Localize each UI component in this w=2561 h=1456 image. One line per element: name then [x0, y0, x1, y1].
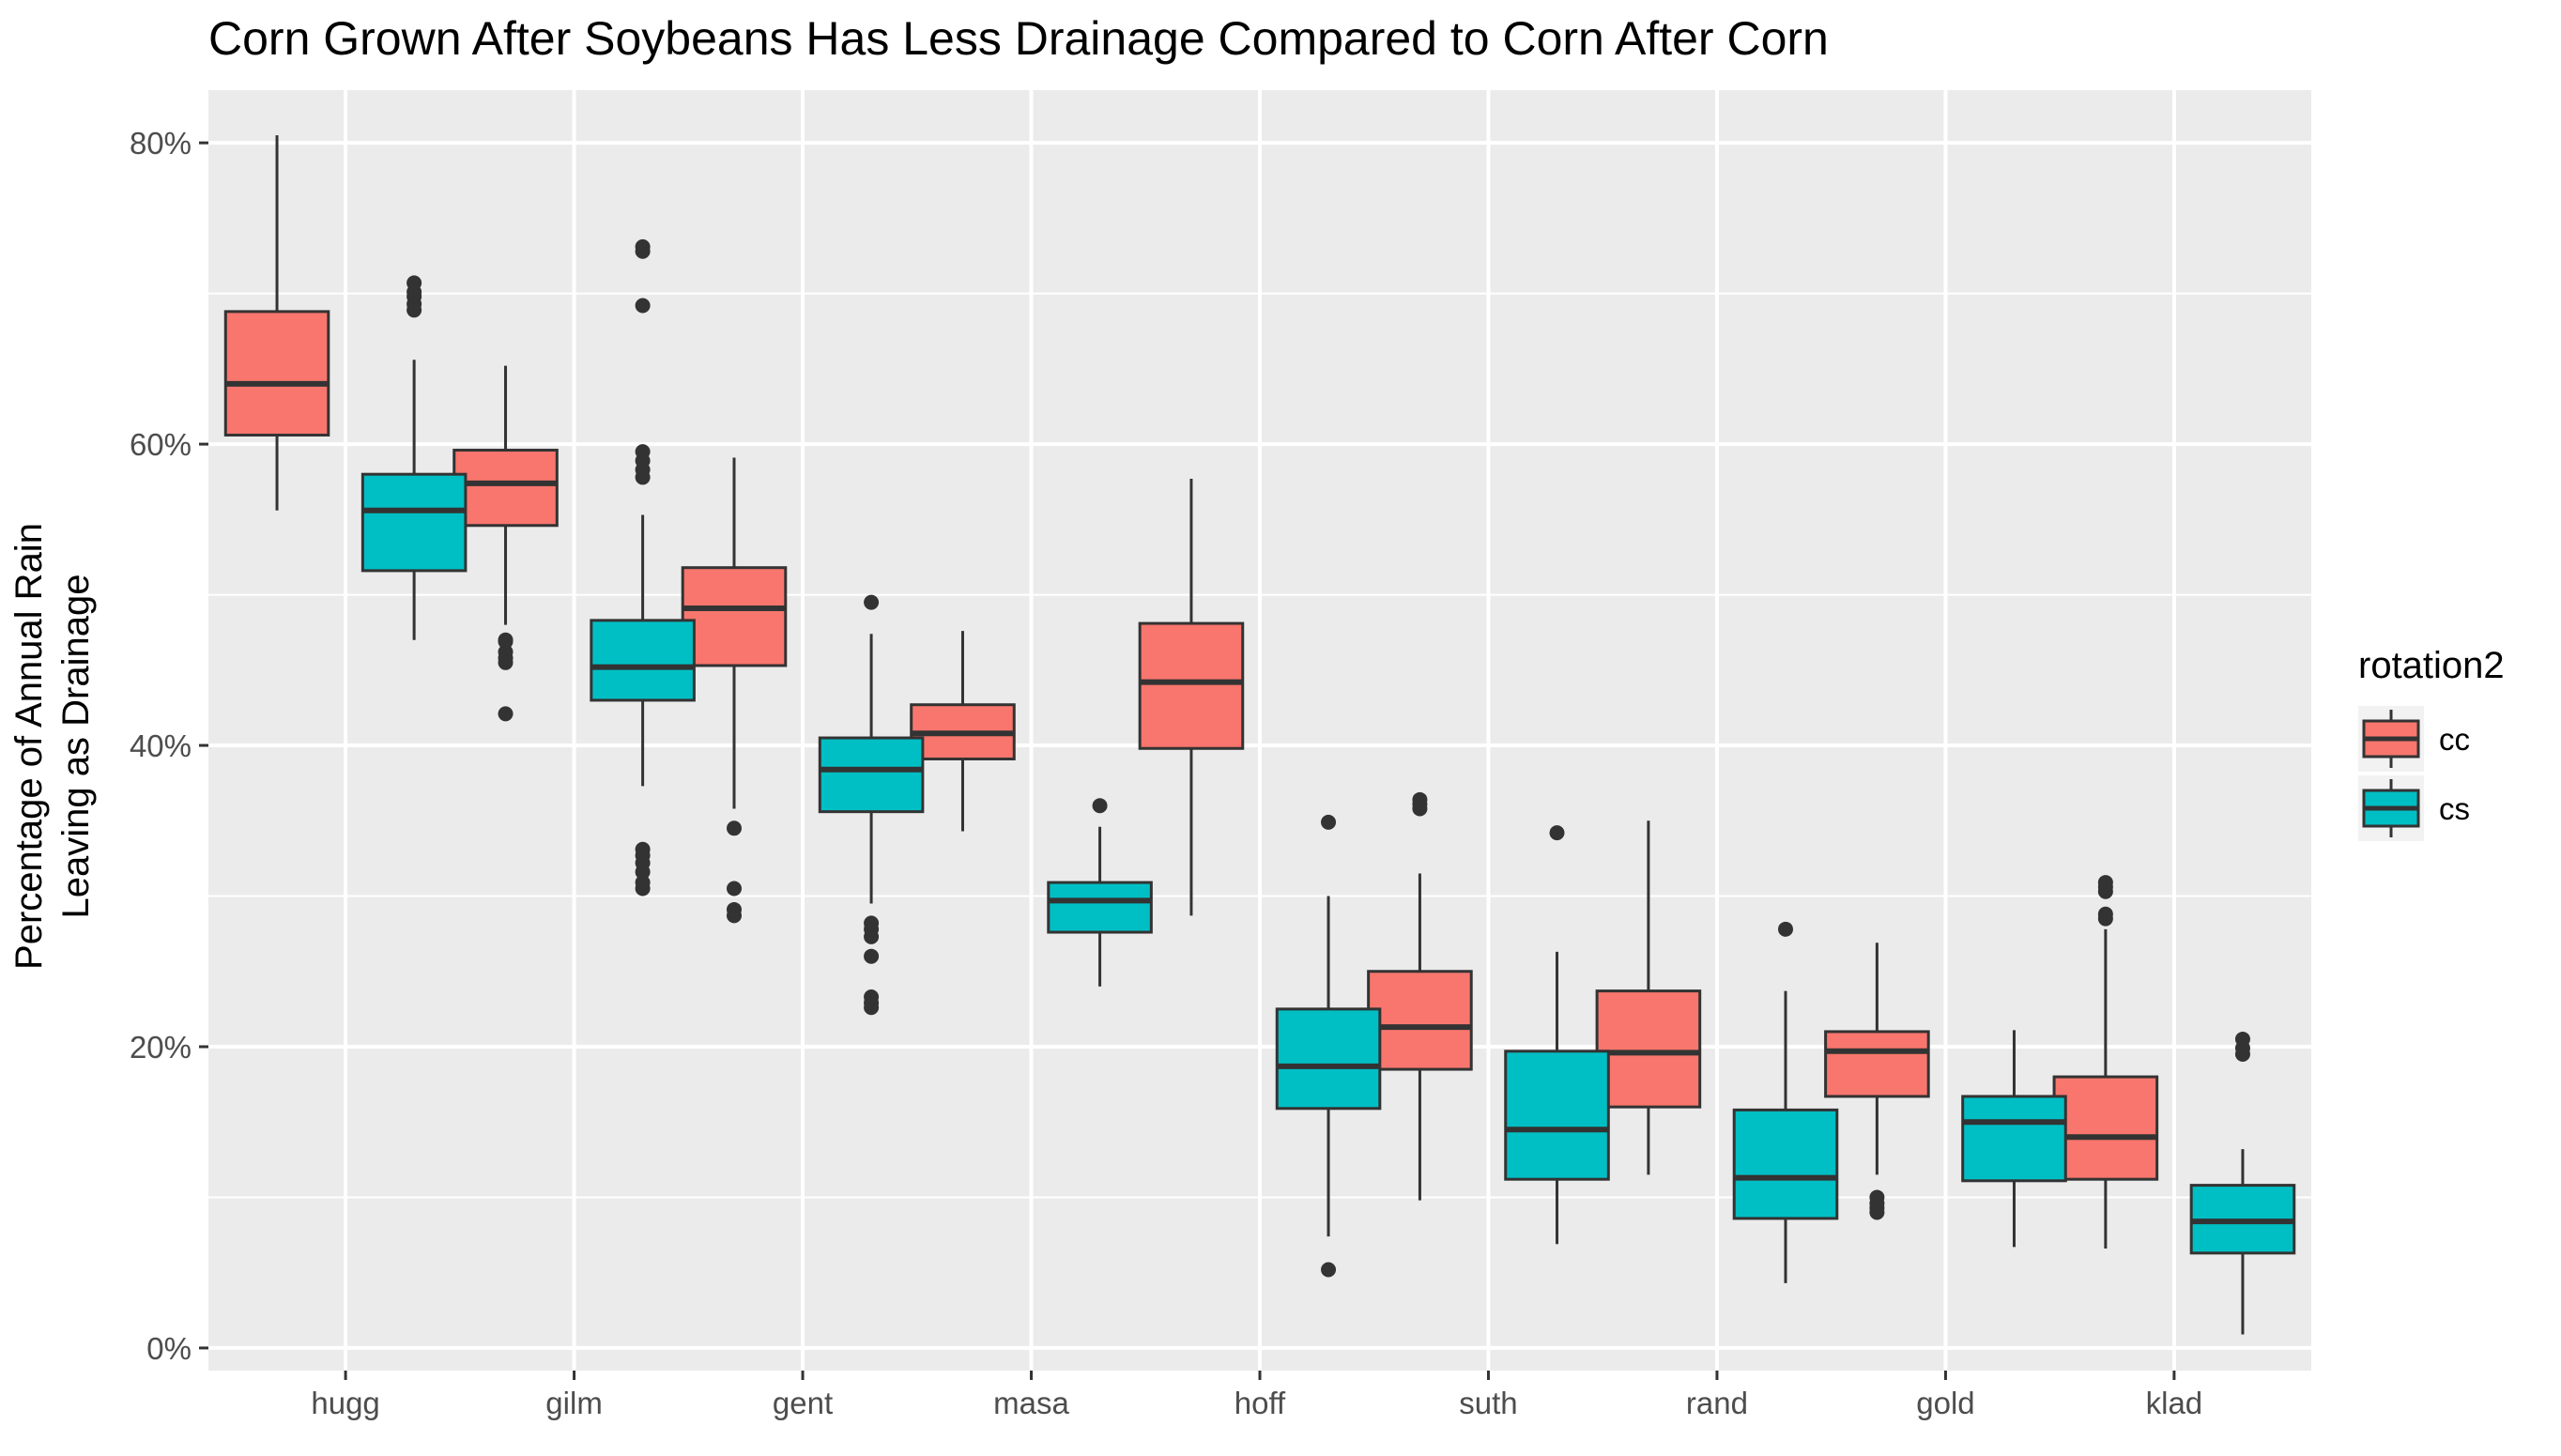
box-cs-gold	[1961, 1030, 2067, 1248]
box-cc-masa	[910, 631, 1016, 832]
outlier-point	[864, 594, 880, 610]
box-cs-rand	[1732, 921, 1839, 1283]
legend-key-cc: cc	[2358, 706, 2470, 772]
outlier-point	[1092, 798, 1108, 814]
outlier-point	[727, 820, 742, 836]
major-gridlines	[208, 90, 2311, 1371]
legend-title: rotation2	[2358, 645, 2505, 686]
outlier-point	[1549, 825, 1565, 841]
x-tick-label-gent: gent	[773, 1386, 833, 1420]
outlier-point	[864, 989, 880, 1005]
iqr-box	[1504, 1050, 1610, 1181]
iqr-box	[1138, 621, 1245, 750]
iqr-box	[1595, 989, 1702, 1109]
outlier-point	[1321, 1262, 1337, 1278]
outlier-point	[864, 915, 880, 931]
outlier-point	[406, 275, 422, 291]
legend-label-cs: cs	[2439, 791, 2470, 826]
box-cc-gilm	[452, 365, 559, 722]
y-tick-label: 80%	[130, 126, 192, 161]
outlier-point	[727, 901, 742, 917]
box-cs-masa	[1047, 798, 1153, 987]
box-cc-gent	[681, 457, 788, 924]
outlier-point	[1321, 814, 1337, 830]
iqr-box	[360, 472, 468, 573]
outlier-point	[2097, 875, 2113, 891]
outlier-point	[635, 238, 651, 254]
box-cs-suth	[1504, 825, 1610, 1245]
x-tick-label-gold: gold	[1916, 1386, 1974, 1420]
outlier-point	[727, 881, 742, 897]
y-tick-label: 60%	[130, 427, 192, 462]
box-cs-gilm	[590, 238, 696, 897]
outlier-point	[1778, 921, 1793, 937]
chart-title: Corn Grown After Soybeans Has Less Drain…	[208, 12, 1829, 65]
legend-keys: cc cs	[2358, 706, 2470, 841]
box-cs-klad	[2189, 1031, 2296, 1335]
box-cs-hoff	[1275, 814, 1382, 1278]
box-cc-gold	[1824, 943, 1930, 1220]
x-tick-label-gilm: gilm	[545, 1386, 603, 1420]
outlier-point	[635, 444, 651, 460]
x-tick-label-rand: rand	[1686, 1386, 1748, 1420]
box-cc-hugg	[223, 135, 330, 511]
legend-label-cc: cc	[2439, 722, 2470, 757]
y-tick-label: 20%	[130, 1030, 192, 1065]
box-cc-rand	[1595, 820, 1702, 1175]
x-tick-label-hugg: hugg	[311, 1386, 379, 1420]
iqr-box	[1961, 1095, 2067, 1183]
y-axis-label-line-1: Percentage of Annual Rain	[8, 523, 50, 970]
outlier-point	[1412, 791, 1428, 807]
outlier-point	[498, 706, 514, 722]
outlier-point	[2234, 1031, 2250, 1047]
outlier-point	[635, 875, 651, 891]
box-cs-hugg	[360, 275, 468, 640]
outlier-point	[864, 948, 880, 964]
y-tick-label: 40%	[130, 728, 192, 763]
box-cc-suth	[1367, 791, 1473, 1201]
legend: rotation2 cc cs	[2358, 645, 2505, 841]
iqr-box	[2052, 1075, 2159, 1181]
legend-key-cs: cs	[2358, 775, 2470, 841]
iqr-box	[590, 619, 696, 702]
iqr-box	[1732, 1108, 1839, 1220]
box-series-layer	[223, 135, 2296, 1335]
box-cc-klad	[2052, 875, 2159, 1249]
outlier-point	[498, 632, 514, 648]
outlier-point	[2097, 906, 2113, 922]
iqr-box	[223, 310, 330, 437]
outlier-point	[498, 644, 514, 660]
x-axis: hugg gilm gent masa hoff suth rand gold klad	[311, 1371, 2202, 1420]
iqr-box	[1275, 1007, 1382, 1111]
x-tick-label-hoff: hoff	[1234, 1386, 1286, 1420]
y-axis: 0% 20% 40% 60% 80%	[130, 126, 208, 1366]
iqr-box	[452, 449, 559, 528]
x-tick-label-klad: klad	[2146, 1386, 2203, 1420]
iqr-box	[818, 736, 925, 814]
outlier-point	[635, 298, 651, 314]
iqr-box	[1824, 1030, 1930, 1098]
box-cs-gent	[818, 594, 925, 1016]
iqr-box	[681, 566, 788, 667]
outlier-point	[1869, 1189, 1885, 1205]
outlier-point	[635, 841, 651, 857]
iqr-box	[1367, 970, 1473, 1071]
y-tick-label: 0%	[146, 1331, 192, 1366]
x-tick-label-masa: masa	[993, 1386, 1069, 1420]
box-cc-hoff	[1138, 479, 1245, 916]
y-axis-label-line-2: Leaving as Drainage	[55, 575, 97, 919]
x-tick-label-suth: suth	[1459, 1386, 1517, 1420]
iqr-box	[1047, 881, 1153, 934]
